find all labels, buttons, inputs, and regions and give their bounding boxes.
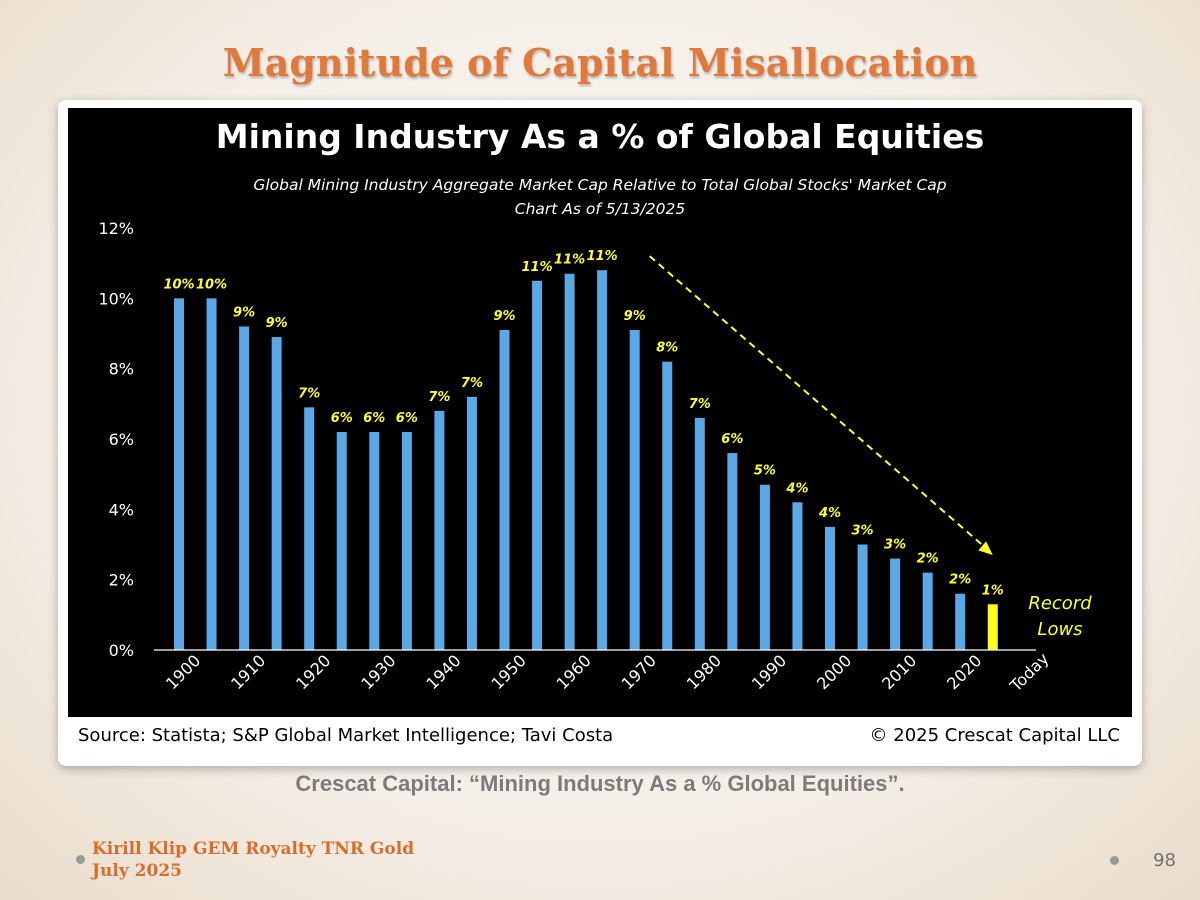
- x-tick-label: 1930: [357, 651, 399, 693]
- bar: [304, 407, 315, 650]
- bar: [825, 526, 835, 650]
- x-axis: 1900 1910 1920 1930 1940 1950 1960 1970 1980 1990…: [162, 649, 1052, 696]
- x-tick-label: 1920: [292, 651, 334, 693]
- data-label: 3%: [884, 538, 906, 553]
- bar: [369, 431, 380, 650]
- bar: [597, 270, 608, 650]
- page-bullet-icon: [1110, 856, 1119, 865]
- bar: [466, 396, 477, 650]
- bar: [759, 484, 770, 650]
- data-label: 9%: [266, 316, 288, 331]
- bar: [239, 326, 250, 650]
- slide-title: Magnitude of Capital Misallocation: [222, 40, 978, 85]
- data-label: 7%: [461, 376, 483, 391]
- y-tick-label: 0%: [109, 641, 134, 660]
- record-lows-line1: Record: [1028, 593, 1092, 614]
- data-label: 11%: [521, 260, 552, 275]
- x-tick-label: 2020: [943, 651, 985, 693]
- bar: [174, 298, 184, 650]
- bar: [206, 298, 217, 650]
- data-labels: 10% 10%9%9%7%6% 6% 6%7%7%9%11% 11% 11%9%8%7%6…: [163, 249, 1003, 598]
- data-label: 11%: [554, 253, 585, 268]
- data-label: 9%: [624, 309, 646, 324]
- x-tick-label: Today: [1006, 649, 1053, 696]
- trend-arrow-line: [649, 255, 986, 548]
- x-tick-label: 1960: [553, 651, 595, 693]
- bar: [271, 337, 282, 650]
- source-text: Source: Statista; S&P Global Market Inte…: [78, 725, 613, 746]
- bar: [499, 329, 510, 650]
- bar: [890, 558, 901, 650]
- x-tick-label: 1970: [618, 651, 660, 693]
- bar: [401, 431, 412, 650]
- chart-subtitle-1: Global Mining Industry Aggregate Market …: [253, 176, 946, 194]
- slide-caption: Crescat Capital: “Mining Industry As a %…: [295, 771, 905, 796]
- bar: [727, 453, 738, 650]
- data-label: 5%: [754, 464, 776, 479]
- data-label: 2%: [949, 573, 971, 588]
- footer-bullet-icon: [76, 855, 85, 864]
- trend-arrow-head-icon: [978, 541, 993, 556]
- bar: [564, 273, 575, 650]
- y-tick-label: 2%: [109, 571, 134, 590]
- copyright-text: © 2025 Crescat Capital LLC: [870, 725, 1120, 746]
- data-label: 4%: [818, 506, 841, 521]
- bar: [922, 572, 933, 650]
- y-tick-label: 8%: [109, 360, 134, 379]
- x-tick-label: 1910: [227, 651, 269, 693]
- data-label: 6%: [396, 411, 418, 426]
- data-label: 7%: [428, 390, 450, 405]
- data-label: 8%: [656, 341, 678, 356]
- data-label: 6%: [331, 411, 353, 426]
- bar: [662, 361, 673, 650]
- x-tick-label: 1980: [683, 651, 725, 693]
- bar: [336, 431, 347, 650]
- x-tick-label: 1990: [748, 651, 790, 693]
- data-label: 9%: [493, 309, 515, 324]
- data-label: 4%: [785, 481, 808, 496]
- bar: [792, 502, 803, 650]
- footer-author: Kirill Klip GEM Royalty TNR Gold July 20…: [78, 838, 414, 882]
- data-label: 2%: [917, 552, 939, 567]
- x-tick-label: 2000: [813, 651, 855, 693]
- trend-arrow: [649, 255, 993, 556]
- chart-panel: Mining Industry As a % of Global Equitie…: [68, 108, 1132, 754]
- page-number: 98: [1153, 850, 1176, 871]
- mining-chart: Mining Industry As a % of Global Equitie…: [68, 117, 1132, 754]
- bar: [694, 417, 705, 650]
- data-label: 7%: [689, 397, 711, 412]
- x-tick-label: 1900: [162, 651, 204, 693]
- x-tick-label: 2010: [878, 651, 920, 693]
- y-axis: 0% 2% 4% 6% 8% 10% 12%: [98, 219, 134, 660]
- y-tick-label: 6%: [109, 430, 134, 449]
- data-label: 7%: [298, 386, 320, 401]
- bar: [629, 329, 640, 650]
- data-label: 10%: [196, 277, 227, 292]
- data-label: 6%: [721, 432, 743, 447]
- chart-subtitle-2: Chart As of 5/13/2025: [515, 200, 685, 218]
- source-bar: [68, 717, 1132, 754]
- bar: [955, 593, 966, 650]
- y-tick-label: 10%: [98, 289, 134, 308]
- bar-today: [987, 604, 998, 650]
- bar: [434, 410, 445, 650]
- footer-author-line1: Kirill Klip GEM Royalty TNR Gold: [92, 839, 415, 859]
- bars: [174, 270, 998, 650]
- y-tick-label: 4%: [109, 500, 134, 519]
- bar: [857, 544, 868, 650]
- data-label: 11%: [587, 249, 618, 264]
- data-label: 3%: [852, 524, 874, 539]
- chart-title: Mining Industry As a % of Global Equitie…: [216, 117, 984, 156]
- bar: [532, 280, 543, 650]
- footer-author-line2: July 2025: [92, 861, 182, 881]
- record-lows-line2: Lows: [1037, 619, 1082, 640]
- x-tick-label: 1950: [487, 651, 529, 693]
- data-label: 1%: [982, 583, 1004, 598]
- data-label: 10%: [163, 277, 194, 292]
- x-tick-label: 1940: [422, 651, 464, 693]
- data-label: 6%: [363, 411, 385, 426]
- y-tick-label: 12%: [98, 219, 134, 238]
- data-label: 9%: [233, 305, 255, 320]
